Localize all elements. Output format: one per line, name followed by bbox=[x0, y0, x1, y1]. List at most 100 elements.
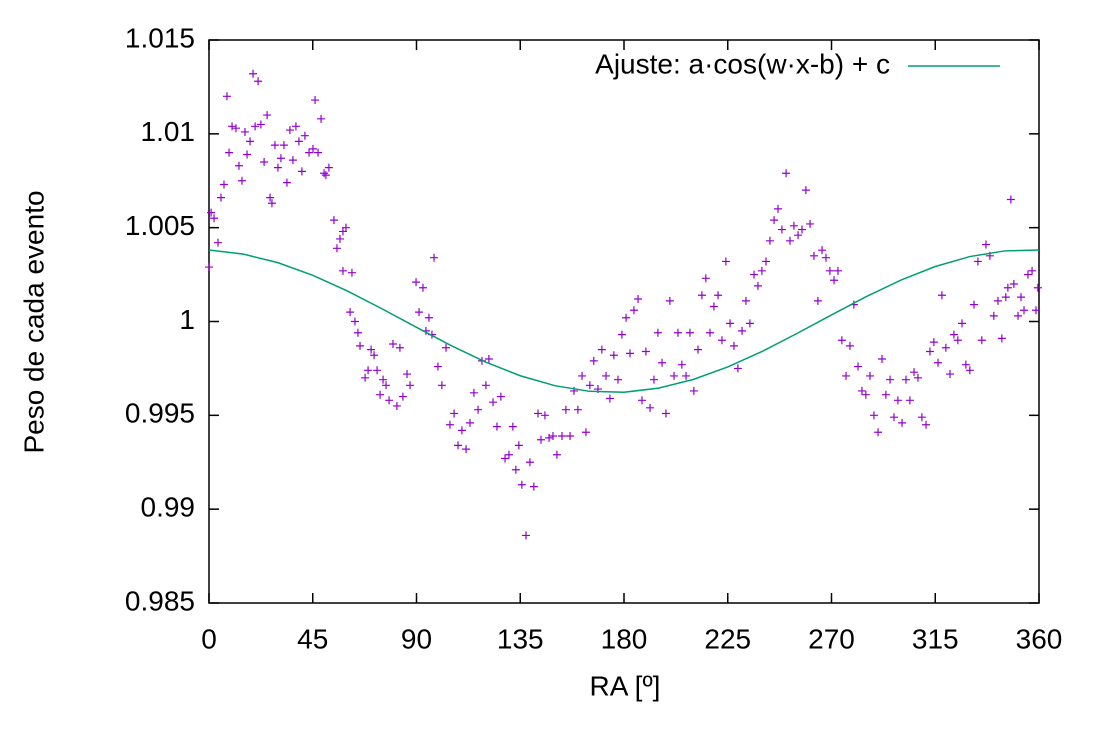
data-point bbox=[886, 375, 895, 384]
data-point bbox=[794, 231, 803, 240]
data-point bbox=[205, 263, 213, 272]
data-point bbox=[881, 390, 890, 399]
x-tick-label: 45 bbox=[297, 623, 328, 654]
data-point bbox=[270, 141, 279, 150]
y-tick-label: 0.985 bbox=[125, 585, 195, 616]
data-point bbox=[617, 330, 626, 339]
data-point bbox=[602, 371, 611, 380]
data-point bbox=[634, 294, 643, 303]
data-point bbox=[341, 223, 350, 232]
data-point bbox=[762, 257, 771, 266]
data-point bbox=[857, 386, 866, 395]
data-point bbox=[777, 225, 786, 234]
data-point bbox=[625, 349, 634, 358]
data-point bbox=[750, 270, 759, 279]
data-point bbox=[653, 328, 662, 337]
x-tick-label: 315 bbox=[912, 623, 959, 654]
data-point bbox=[585, 381, 594, 390]
data-point bbox=[511, 465, 520, 474]
data-point bbox=[332, 244, 341, 253]
data-point bbox=[866, 371, 875, 380]
data-point bbox=[953, 336, 962, 345]
data-point bbox=[965, 366, 974, 375]
data-point bbox=[609, 351, 618, 360]
data-point bbox=[685, 328, 694, 337]
data-point bbox=[709, 302, 718, 311]
data-point bbox=[305, 148, 314, 157]
data-point bbox=[573, 405, 582, 414]
data-point bbox=[806, 219, 815, 228]
data-point bbox=[717, 336, 726, 345]
data-point bbox=[370, 351, 379, 360]
data-point bbox=[308, 144, 317, 153]
data-point bbox=[462, 445, 471, 454]
data-point bbox=[552, 450, 561, 459]
data-point bbox=[373, 366, 382, 375]
data-point bbox=[260, 157, 269, 166]
data-point bbox=[321, 171, 330, 180]
x-tick-label: 90 bbox=[401, 623, 432, 654]
data-point bbox=[842, 371, 851, 380]
data-point bbox=[837, 336, 846, 345]
data-point bbox=[437, 381, 446, 390]
data-point bbox=[311, 96, 320, 105]
data-point bbox=[335, 234, 344, 243]
data-point bbox=[969, 300, 978, 309]
data-point bbox=[977, 336, 986, 345]
data-point bbox=[285, 126, 294, 135]
data-point bbox=[525, 458, 534, 467]
data-point bbox=[266, 193, 275, 202]
data-point bbox=[809, 251, 818, 260]
data-point bbox=[981, 240, 990, 249]
data-point bbox=[646, 403, 655, 412]
data-point bbox=[922, 420, 931, 429]
data-point bbox=[267, 199, 276, 208]
x-tick-label: 135 bbox=[497, 623, 544, 654]
data-point bbox=[418, 283, 427, 292]
data-point bbox=[661, 409, 670, 418]
data-point bbox=[263, 111, 272, 120]
data-point bbox=[457, 426, 466, 435]
data-point bbox=[694, 345, 703, 354]
data-point bbox=[256, 120, 265, 129]
data-point bbox=[210, 214, 219, 223]
data-point bbox=[442, 343, 451, 352]
data-point bbox=[481, 381, 490, 390]
data-point bbox=[353, 328, 362, 337]
data-point bbox=[207, 208, 216, 217]
data-point bbox=[216, 193, 225, 202]
data-point bbox=[905, 396, 914, 405]
data-point bbox=[279, 141, 288, 150]
data-point bbox=[288, 156, 297, 165]
data-point bbox=[677, 360, 686, 369]
data-point bbox=[465, 418, 474, 427]
data-point bbox=[741, 296, 750, 305]
data-point bbox=[522, 531, 531, 540]
data-point bbox=[934, 358, 943, 367]
data-point bbox=[665, 296, 674, 305]
data-point bbox=[833, 266, 842, 275]
y-tick-label: 1 bbox=[179, 304, 195, 335]
data-point bbox=[219, 180, 228, 189]
data-point bbox=[228, 122, 237, 131]
data-point bbox=[941, 343, 950, 352]
data-point bbox=[658, 358, 667, 367]
data-point bbox=[347, 268, 356, 277]
data-point bbox=[1032, 306, 1040, 315]
data-point bbox=[361, 373, 370, 382]
data-point bbox=[492, 422, 501, 431]
x-tick-label: 360 bbox=[1016, 623, 1063, 654]
data-point bbox=[424, 313, 433, 322]
data-point bbox=[782, 169, 791, 178]
data-point bbox=[649, 375, 658, 384]
data-point bbox=[701, 274, 710, 283]
data-point bbox=[993, 296, 1002, 305]
y-tick-label: 0.995 bbox=[125, 398, 195, 429]
data-point bbox=[412, 278, 421, 287]
data-point bbox=[738, 326, 747, 335]
data-point bbox=[629, 306, 638, 315]
data-point bbox=[403, 370, 412, 379]
data-point bbox=[346, 308, 355, 317]
data-point bbox=[350, 317, 359, 326]
data-point bbox=[997, 334, 1006, 343]
